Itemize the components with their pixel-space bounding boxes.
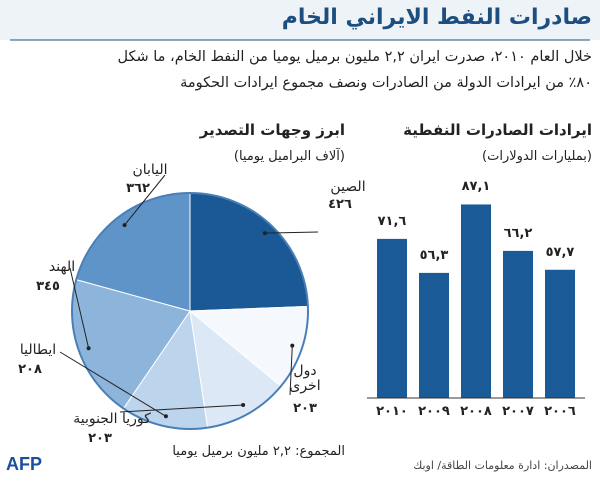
leader-line bbox=[289, 345, 293, 396]
leader-line bbox=[124, 174, 166, 226]
leader-line bbox=[264, 231, 319, 234]
source-note: المصدران: ادارة معلومات الطاقة/ اوبك bbox=[413, 459, 592, 472]
bar bbox=[503, 250, 533, 398]
chart-subtitle: (آلاف البراميل يوميا) bbox=[233, 149, 345, 164]
slice-name: الهند bbox=[48, 259, 76, 275]
slice-name: الصين bbox=[330, 179, 366, 195]
chart-subtitle: (بمليارات الدولارات) bbox=[482, 149, 592, 164]
intro-line: ٨٠٪ من ايرادات الدولة من الصادرات ونصف م… bbox=[180, 75, 592, 91]
bar bbox=[377, 238, 407, 398]
slice-value: ٣٤٥ bbox=[36, 279, 60, 294]
x-tick-label: ٢٠٠٦ bbox=[544, 404, 576, 419]
slice-value: ٢٠٣ bbox=[88, 431, 112, 446]
bar bbox=[461, 204, 491, 398]
total-note: المجموع: ٢,٢ مليون برميل يوميا bbox=[172, 444, 345, 459]
leader-line bbox=[69, 267, 90, 349]
slice-value: ٢٠٣ bbox=[293, 401, 317, 416]
x-tick-label: ٢٠٠٧ bbox=[502, 404, 534, 419]
leader-dot bbox=[122, 223, 127, 228]
value-label: ٦٦,٢ bbox=[503, 225, 533, 241]
pie-outline bbox=[71, 192, 309, 430]
value-label: ٥٧,٧ bbox=[545, 244, 575, 260]
chart-title: ايرادات الصادرات النفطية bbox=[403, 121, 592, 139]
leader-line bbox=[59, 351, 167, 417]
value-label: ٥٦,٣ bbox=[419, 247, 449, 263]
bar bbox=[545, 269, 575, 398]
chart-title: ابرز وجهات التصدير bbox=[199, 121, 345, 139]
slice-value: ٣٦٢ bbox=[126, 181, 150, 196]
pie-slice bbox=[189, 192, 309, 312]
slice-value: ٢٠٨ bbox=[18, 362, 42, 377]
leader-dot bbox=[86, 346, 91, 351]
x-tick-label: ٢٠٠٨ bbox=[460, 404, 492, 419]
slice-value: ٤٢٦ bbox=[328, 197, 352, 212]
leader-dot bbox=[262, 231, 267, 236]
afp-logo: AFP bbox=[6, 454, 42, 474]
title-band bbox=[0, 0, 600, 40]
intro-line: خلال العام ٢٠١٠، صدرت ايران ٢,٢ مليون بر… bbox=[117, 49, 592, 65]
value-label: ٧١,٦ bbox=[377, 213, 407, 229]
leader-dot bbox=[163, 414, 168, 419]
leader-dot bbox=[241, 403, 246, 408]
leader-line bbox=[119, 404, 244, 413]
slice-name: دول اخرى bbox=[289, 363, 321, 395]
slice-name: اليابان bbox=[132, 162, 168, 178]
x-tick-label: ٢٠٠٩ bbox=[418, 404, 450, 419]
leader-dot bbox=[290, 343, 295, 348]
x-tick-label: ٢٠١٠ bbox=[376, 404, 408, 419]
bar bbox=[419, 272, 449, 398]
slice-name: كوريا الجنوبية bbox=[73, 411, 151, 427]
slice-name: ايطاليا bbox=[19, 342, 57, 358]
value-label: ٨٧,١ bbox=[461, 179, 491, 195]
page-title: صادرات النفط الايراني الخام bbox=[281, 5, 592, 30]
